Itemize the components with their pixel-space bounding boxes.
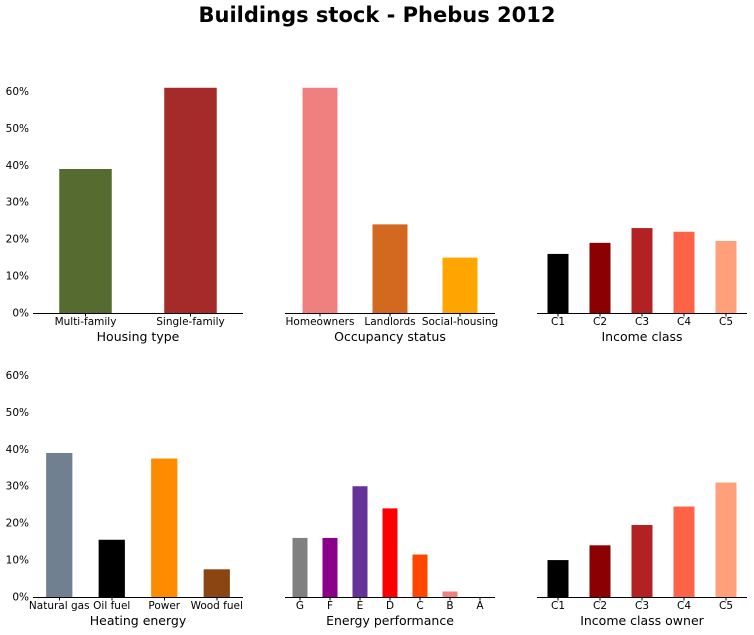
bar-natural-gas (46, 453, 73, 597)
y-tick-label: 40% (6, 444, 29, 456)
y-tick-label: 10% (6, 271, 29, 283)
bar-c1 (547, 253, 569, 313)
x-tick-label: C1 (551, 316, 565, 328)
x-tick-label: C4 (677, 316, 691, 328)
bar-b (442, 591, 458, 597)
y-tick-label: 50% (6, 407, 29, 419)
x-tick-label: Wood fuel (191, 600, 243, 612)
y-tick-label: 0% (12, 592, 29, 604)
x-tick-label: Oil fuel (93, 600, 130, 612)
x-tick-label: C4 (677, 600, 691, 612)
bar-power (151, 458, 178, 597)
x-tick-label: Natural gas (29, 600, 90, 612)
x-tick-label: Multi-family (55, 316, 117, 328)
subplots: Multi-family Single-family 0% 10% 20% 30% 40% 5… (6, 86, 747, 628)
x-tick-label: Power (148, 600, 180, 612)
x-tick-label: D (386, 600, 394, 612)
subplot-6: C1 C2 C3 C4 C5 Income class owner (537, 482, 747, 628)
subplot-4: Natural gas Oil fuel Power Wood fuel 0% 10% 20… (6, 370, 243, 628)
bar-wood-fuel (203, 569, 230, 597)
subplot-1: Multi-family Single-family 0% 10% 20% 30% 40% 5… (6, 86, 243, 344)
x-axis-label: Income class owner (580, 613, 704, 628)
bar-single-family (164, 87, 217, 314)
x-tick-label: A (476, 600, 484, 612)
x-tick-label: C3 (635, 600, 649, 612)
x-tick-label: C5 (719, 316, 733, 328)
bar-e (352, 486, 368, 597)
x-tick-label: Social-housing (422, 316, 498, 328)
bar-c (412, 554, 428, 597)
bar-c2 (589, 545, 611, 597)
y-tick-label: 30% (6, 481, 29, 493)
y-tick-label: 60% (6, 370, 29, 382)
y-tick-label: 20% (6, 234, 29, 246)
x-tick-label: B (446, 600, 453, 612)
x-axis-label: Income class (602, 329, 683, 344)
y-tick-label: 50% (6, 123, 29, 135)
y-tick-label: 40% (6, 160, 29, 172)
bar-homeowners (302, 87, 338, 314)
y-tick-label: 0% (12, 308, 29, 320)
x-tick-label: F (327, 600, 333, 612)
x-tick-label: C3 (635, 316, 649, 328)
bar-c5 (715, 241, 737, 313)
subplot-3: C1 C2 C3 C4 C5 Income class (537, 228, 747, 344)
x-tick-label: C5 (719, 600, 733, 612)
subplot-2: Homeowners Landlords Social-housingOccupan… (285, 87, 498, 344)
x-tick-label: Single-family (156, 316, 224, 328)
x-tick-label: E (357, 600, 364, 612)
x-axis-label: Heating energy (90, 613, 187, 628)
bar-multi-family (59, 169, 112, 313)
x-axis-label: Occupancy status (334, 329, 446, 344)
bar-c3 (631, 525, 653, 597)
bar-g (292, 537, 308, 597)
y-tick-label: 10% (6, 555, 29, 567)
bar-c4 (673, 506, 695, 597)
x-tick-label: G (296, 600, 304, 612)
bar-c3 (631, 228, 653, 313)
x-tick-label: C2 (593, 316, 607, 328)
bar-f (322, 537, 338, 597)
bar-social-housing (442, 257, 478, 313)
y-tick-label: 20% (6, 518, 29, 530)
y-tick-label: 60% (6, 86, 29, 98)
subplot-5: G F E D C B A Energy performance (285, 486, 495, 628)
bar-landlords (372, 224, 408, 313)
bar-c4 (673, 231, 695, 313)
bar-d (382, 508, 398, 597)
x-tick-label: Homeowners (286, 316, 355, 328)
bar-c2 (589, 242, 611, 313)
x-axis-label: Energy performance (326, 613, 454, 628)
x-tick-label: C (416, 600, 423, 612)
x-axis-label: Housing type (97, 329, 180, 344)
bar-c1 (547, 560, 569, 597)
bar-c5 (715, 482, 737, 597)
x-tick-label: C2 (593, 600, 607, 612)
x-tick-label: Landlords (364, 316, 415, 328)
x-tick-label: C1 (551, 600, 565, 612)
y-tick-label: 30% (6, 197, 29, 209)
figure-title: Buildings stock - Phebus 2012 (199, 3, 556, 27)
bar-oil-fuel (98, 539, 125, 597)
